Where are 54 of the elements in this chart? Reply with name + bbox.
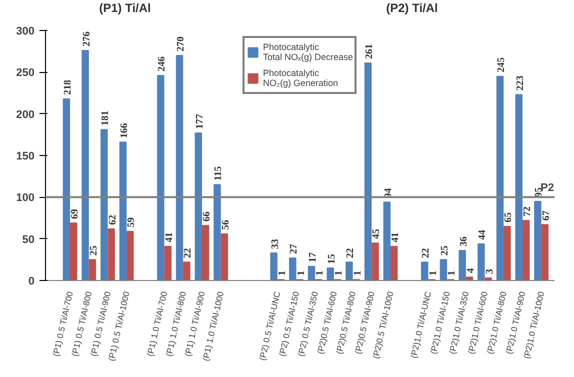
- text: (P2) Ti/Al: [386, 0, 438, 17]
- data-label: 166: [118, 123, 130, 138]
- data-label: 45: [371, 229, 382, 239]
- data-label: 261: [364, 44, 376, 59]
- data-label: 218: [62, 80, 74, 95]
- data-label: 59: [126, 217, 138, 228]
- data-label: 1: [296, 270, 307, 276]
- legend-label: Photocatalytic Total NOₓ(g) Decrease: [263, 41, 353, 64]
- data-label: 36: [458, 236, 470, 246]
- data-label: 246: [156, 56, 168, 72]
- data-label: 72: [522, 206, 534, 216]
- data-label: 4: [465, 268, 476, 274]
- y-tick-label: 100: [16, 192, 35, 204]
- data-label: 1: [428, 270, 439, 276]
- data-label: 115: [213, 166, 224, 181]
- y-tick-label: 250: [16, 67, 35, 80]
- data-label: 177: [194, 114, 206, 129]
- data-label: 270: [176, 36, 187, 52]
- data-label: 1: [276, 270, 288, 276]
- data-label: 27: [288, 244, 300, 254]
- y-tick-label: 0: [28, 276, 35, 288]
- data-label: 65: [503, 212, 514, 222]
- ref-line-label: P2: [540, 182, 554, 194]
- legend-label: Photocatalytic NO₂(g) Generation: [263, 67, 338, 90]
- data-label: 44: [477, 230, 488, 240]
- data-label: 1: [446, 270, 458, 276]
- data-label: 33: [270, 239, 281, 249]
- data-label: 25: [88, 246, 100, 256]
- data-label: 41: [390, 232, 402, 242]
- data-label: 3: [484, 269, 496, 274]
- y-tick-label: 150: [16, 150, 35, 162]
- data-label: 276: [81, 32, 92, 46]
- data-label: 22: [345, 248, 356, 258]
- y-tick-label: 300: [16, 26, 35, 38]
- data-label: 22: [420, 248, 432, 258]
- data-label: 41: [164, 232, 175, 242]
- data-label: 1: [352, 270, 364, 276]
- data-label: 66: [202, 212, 213, 222]
- data-label: 1: [314, 270, 326, 276]
- data-label: 245: [496, 57, 508, 72]
- data-label: 25: [439, 246, 450, 256]
- data-label: 17: [308, 252, 318, 262]
- data-label: 56: [220, 220, 232, 230]
- data-label: 22: [182, 248, 194, 258]
- data-label: 67: [540, 210, 552, 221]
- y-tick-label: 200: [16, 108, 35, 121]
- data-label: 62: [107, 214, 118, 225]
- data-label: 223: [514, 76, 526, 91]
- y-tick-label: 50: [22, 234, 35, 246]
- data-label: 15: [326, 254, 338, 264]
- data-label: 69: [70, 209, 81, 219]
- data-label: 1: [334, 270, 345, 276]
- data-label: 181: [100, 110, 112, 126]
- text: (P1) Ti/Al: [99, 0, 151, 17]
